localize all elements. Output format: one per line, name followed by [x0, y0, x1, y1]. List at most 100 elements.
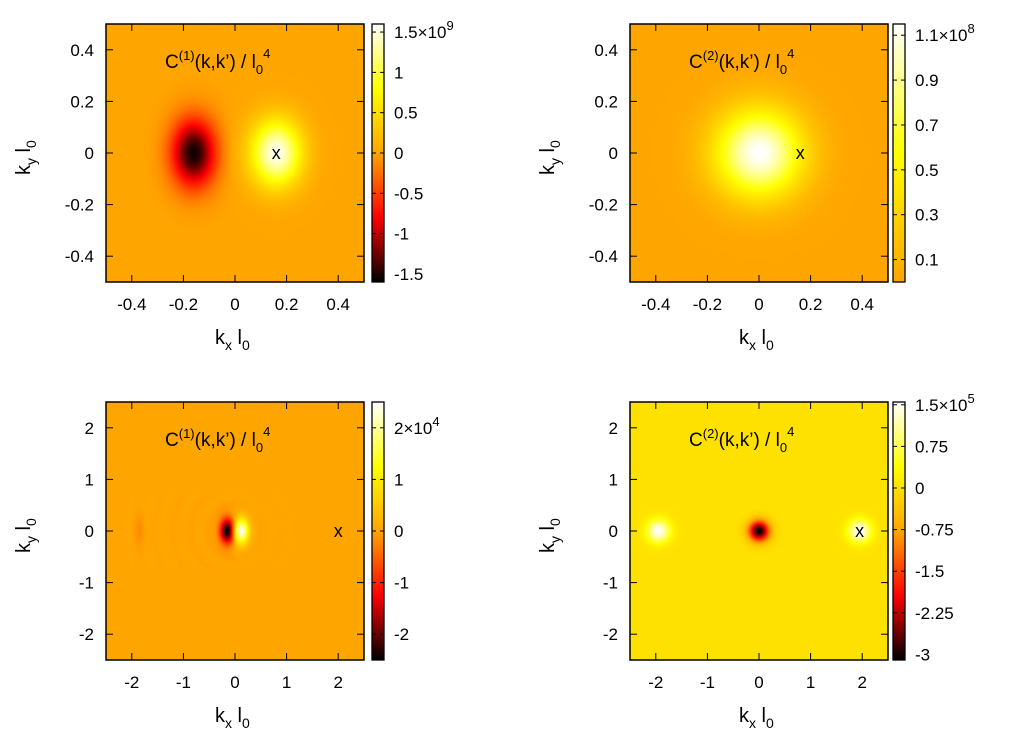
title-sup: (1)	[179, 426, 195, 441]
x-tick-label: 0.4	[850, 295, 874, 314]
ylabel-rest: l	[537, 148, 559, 158]
y-axis-label-group: ky l0	[13, 140, 39, 175]
xlabel-sub: x	[225, 715, 232, 731]
ylabel-sub2: 0	[547, 518, 563, 526]
title-mid: (k,k’) / l	[719, 52, 780, 73]
colorbar-tick-label: 0.75	[915, 437, 948, 456]
x-tick-label: -1	[700, 673, 715, 692]
ylabel-sub: y	[547, 158, 563, 165]
colorbar-tick-label: 2×104	[394, 414, 440, 438]
colorbar-tick-label: 0.9	[915, 71, 939, 90]
y-axis-label-group: ky l0	[537, 518, 563, 553]
ylabel-rest: l	[537, 526, 559, 536]
x-axis-label: kx l0	[215, 327, 250, 353]
title-base: C	[689, 52, 703, 73]
colorbar-tick-label: -0.5	[394, 184, 423, 203]
xlabel-base: k	[739, 327, 750, 349]
colorbar-tick-label: 0	[915, 479, 924, 498]
colorbar-tick-value: -3	[915, 645, 930, 664]
colorbar-tick-label: -3	[915, 645, 930, 664]
y-tick-label: -0.2	[589, 196, 618, 215]
colorbar-exponent: 5	[967, 391, 974, 406]
colorbar-tick-value: 0.75	[915, 437, 948, 456]
colorbar-gradient	[893, 402, 905, 660]
y-tick-label: 0.2	[70, 92, 94, 111]
colorbar-tick-label: 0.3	[915, 206, 939, 225]
title-sup: (2)	[703, 426, 719, 441]
panel-title: C(1)(k,k’) / l04	[165, 46, 270, 77]
xlabel-sub2: 0	[242, 337, 250, 353]
x-tick-label: -0.2	[169, 295, 198, 314]
point-marker: x	[272, 143, 281, 163]
x-tick-label: -0.4	[641, 295, 670, 314]
xlabel-sub2: 0	[766, 715, 774, 731]
point-marker: x	[855, 521, 864, 541]
xlabel-rest: l	[756, 327, 766, 349]
y-tick-label: 0.4	[70, 41, 94, 60]
colorbar-tick-label: 0.1	[915, 251, 939, 270]
x-tick-label: -2	[124, 673, 139, 692]
y-tick-label: 0.2	[594, 92, 618, 111]
colorbar-tick-label: 0.5	[394, 104, 418, 123]
ylabel-base: k	[537, 542, 559, 553]
colorbar-tick-label: -1	[394, 574, 409, 593]
ylabel-sub: y	[547, 536, 563, 543]
colorbar-tick-label: 0.5	[915, 161, 939, 180]
colorbar-tick-label: 0	[394, 522, 403, 541]
colorbar-tick-value: 1.5	[915, 396, 939, 415]
x-axis-label: kx l0	[215, 705, 250, 731]
colorbar-exponent: 4	[432, 414, 439, 429]
title-sub: 0	[256, 440, 263, 455]
panel-title: C(2)(k,k’) / l04	[689, 424, 794, 455]
colorbar-tick-value: -1.5	[915, 562, 944, 581]
ylabel-sub: y	[23, 536, 39, 543]
colorbar-tick-label: -1	[394, 225, 409, 244]
ylabel-base: k	[537, 164, 559, 175]
y-tick-label: 2	[609, 419, 618, 438]
colorbar-multiplier: ×10	[939, 396, 968, 415]
title-mid: (k,k’) / l	[195, 52, 256, 73]
x-tick-label: 1	[282, 673, 291, 692]
colorbar-tick-label: 1.1×108	[915, 21, 975, 45]
x-tick-label: 1	[806, 673, 815, 692]
title-sub: 0	[256, 62, 263, 77]
title-sup2: 4	[263, 46, 270, 61]
ylabel-base: k	[13, 164, 35, 175]
colorbar-tick-value: 1.5	[394, 23, 418, 42]
colorbar-tick-value: 1	[394, 63, 403, 82]
x-tick-label: 2	[333, 673, 342, 692]
xlabel-rest: l	[756, 705, 766, 727]
xlabel-base: k	[739, 705, 750, 727]
x-tick-label: 0	[230, 295, 239, 314]
xlabel-base: k	[215, 705, 226, 727]
y-tick-label: -1	[79, 574, 94, 593]
colorbar-tick-value: 0.1	[915, 251, 939, 270]
y-tick-label: 2	[85, 419, 94, 438]
y-tick-label: 0	[609, 522, 618, 541]
colorbar-tick-label: 1	[394, 470, 403, 489]
colorbar-exponent: 9	[446, 18, 453, 33]
title-sub: 0	[780, 440, 787, 455]
x-tick-label: 0	[754, 673, 763, 692]
colorbar-tick-value: 0.3	[915, 206, 939, 225]
title-sup2: 4	[787, 46, 794, 61]
title-sup2: 4	[263, 424, 270, 439]
y-tick-label: 0.4	[594, 41, 618, 60]
colorbar-tick-value: 1.1	[915, 26, 939, 45]
title-sub: 0	[780, 62, 787, 77]
x-tick-label: 0	[230, 673, 239, 692]
colorbar-multiplier: ×10	[403, 419, 432, 438]
xlabel-sub: x	[225, 337, 232, 353]
colorbar-tick-value: -1.5	[394, 265, 423, 284]
xlabel-sub2: 0	[242, 715, 250, 731]
y-tick-label: -2	[603, 625, 618, 644]
colorbar-exponent: 8	[967, 21, 974, 36]
x-tick-label: 0	[754, 295, 763, 314]
colorbar-tick-value: -0.5	[394, 184, 423, 203]
colorbar-tick-value: -1	[394, 574, 409, 593]
y-tick-label: -0.4	[65, 247, 94, 266]
title-mid: (k,k’) / l	[195, 430, 256, 451]
x-tick-label: -1	[176, 673, 191, 692]
colorbar-tick-value: 0	[915, 479, 924, 498]
